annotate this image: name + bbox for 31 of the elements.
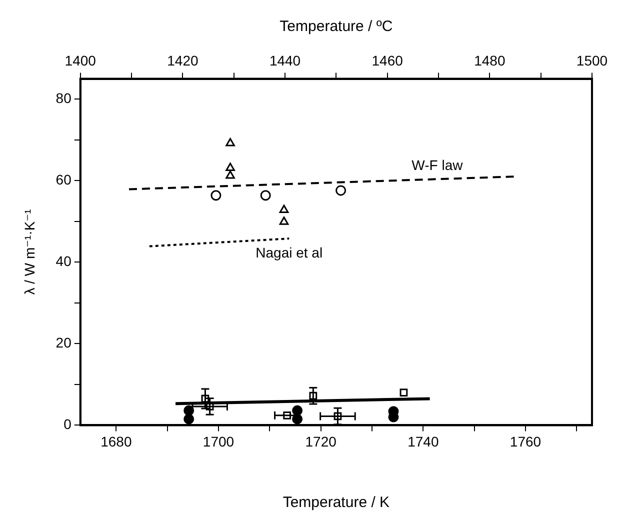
point	[226, 138, 235, 146]
x-tick-label: 1700	[202, 433, 234, 450]
point	[260, 190, 271, 201]
point	[279, 216, 289, 225]
point	[336, 185, 346, 196]
point	[184, 414, 194, 424]
x2-tick-label: 1420	[167, 52, 198, 68]
annotation: Nagai et al	[256, 244, 323, 260]
point	[210, 190, 222, 201]
point	[226, 162, 235, 172]
x-tick-label: 1760	[510, 433, 542, 450]
x-tick-label: 1720	[305, 433, 337, 450]
point	[226, 170, 235, 179]
point	[400, 388, 408, 397]
y-tick-label: 60	[56, 172, 72, 188]
y-tick-label: 40	[56, 253, 72, 270]
x-axis-title: Temperature / K	[282, 494, 390, 512]
x-tick-label: 1680	[100, 433, 132, 450]
x2-axis-title: Temperature / ºC	[280, 18, 393, 36]
y-axis-title: λ / W m⁻¹·K⁻¹	[21, 208, 38, 295]
x-tick-label: 1740	[408, 433, 439, 450]
y-tick-label: 0	[64, 416, 72, 432]
x2-tick-label: 1460	[372, 52, 404, 68]
x2-tick-label: 1440	[269, 52, 301, 68]
annotation: W-F law	[412, 156, 464, 173]
x2-tick-label: 1480	[474, 52, 506, 68]
x2-tick-label: 1400	[64, 52, 96, 68]
point	[279, 204, 289, 214]
y-tick-label: 20	[56, 334, 72, 351]
y-tick-label: 80	[56, 90, 72, 106]
x2-tick-label: 1500	[576, 52, 608, 68]
